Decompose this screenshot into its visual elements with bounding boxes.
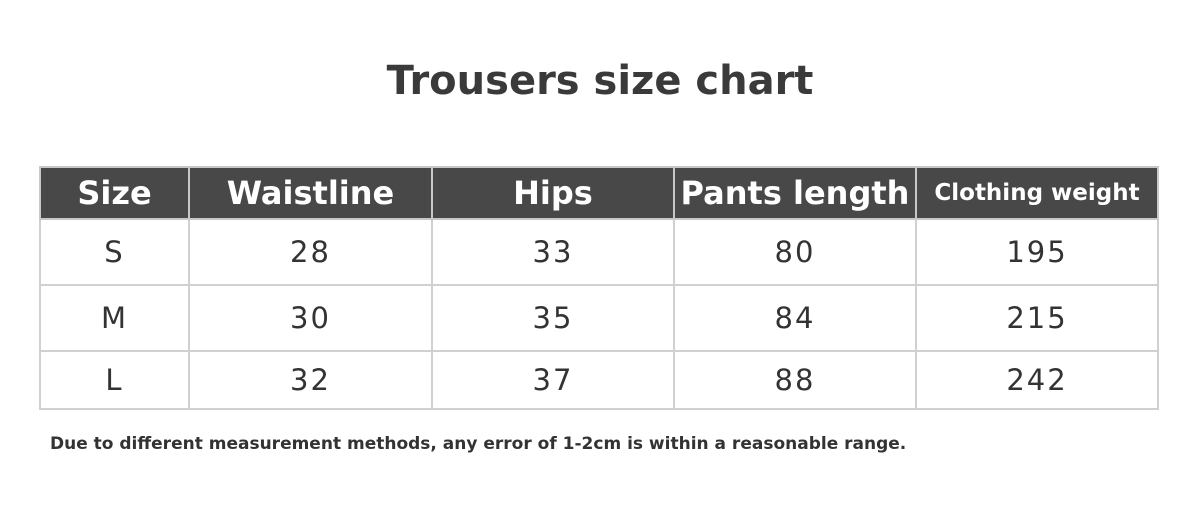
cell-hips: 35 bbox=[431, 284, 675, 352]
table-row: L 32 37 88 242 bbox=[39, 350, 1159, 410]
cell-clothing-weight: 195 bbox=[915, 218, 1159, 286]
page-title: Trousers size chart bbox=[386, 58, 814, 104]
cell-size: L bbox=[39, 350, 190, 410]
cell-waistline: 30 bbox=[188, 284, 433, 352]
cell-pants-length: 80 bbox=[673, 218, 917, 286]
cell-pants-length: 84 bbox=[673, 284, 917, 352]
table-row: S 28 33 80 195 bbox=[39, 218, 1159, 286]
header-clothing-weight: Clothing weight bbox=[915, 166, 1159, 220]
cell-clothing-weight: 215 bbox=[915, 284, 1159, 352]
cell-size: S bbox=[39, 218, 190, 286]
cell-waistline: 28 bbox=[188, 218, 433, 286]
header-waistline: Waistline bbox=[188, 166, 433, 220]
cell-hips: 37 bbox=[431, 350, 675, 410]
cell-pants-length: 88 bbox=[673, 350, 917, 410]
table-row: M 30 35 84 215 bbox=[39, 284, 1159, 352]
cell-hips: 33 bbox=[431, 218, 675, 286]
cell-waistline: 32 bbox=[188, 350, 433, 410]
size-table: Size Waistline Hips Pants length Clothin… bbox=[39, 166, 1159, 410]
header-size: Size bbox=[39, 166, 190, 220]
cell-size: M bbox=[39, 284, 190, 352]
measurement-note: Due to different measurement methods, an… bbox=[50, 434, 907, 454]
header-hips: Hips bbox=[431, 166, 675, 220]
table-header-row: Size Waistline Hips Pants length Clothin… bbox=[39, 166, 1159, 220]
cell-clothing-weight: 242 bbox=[915, 350, 1159, 410]
header-pants-length: Pants length bbox=[673, 166, 917, 220]
